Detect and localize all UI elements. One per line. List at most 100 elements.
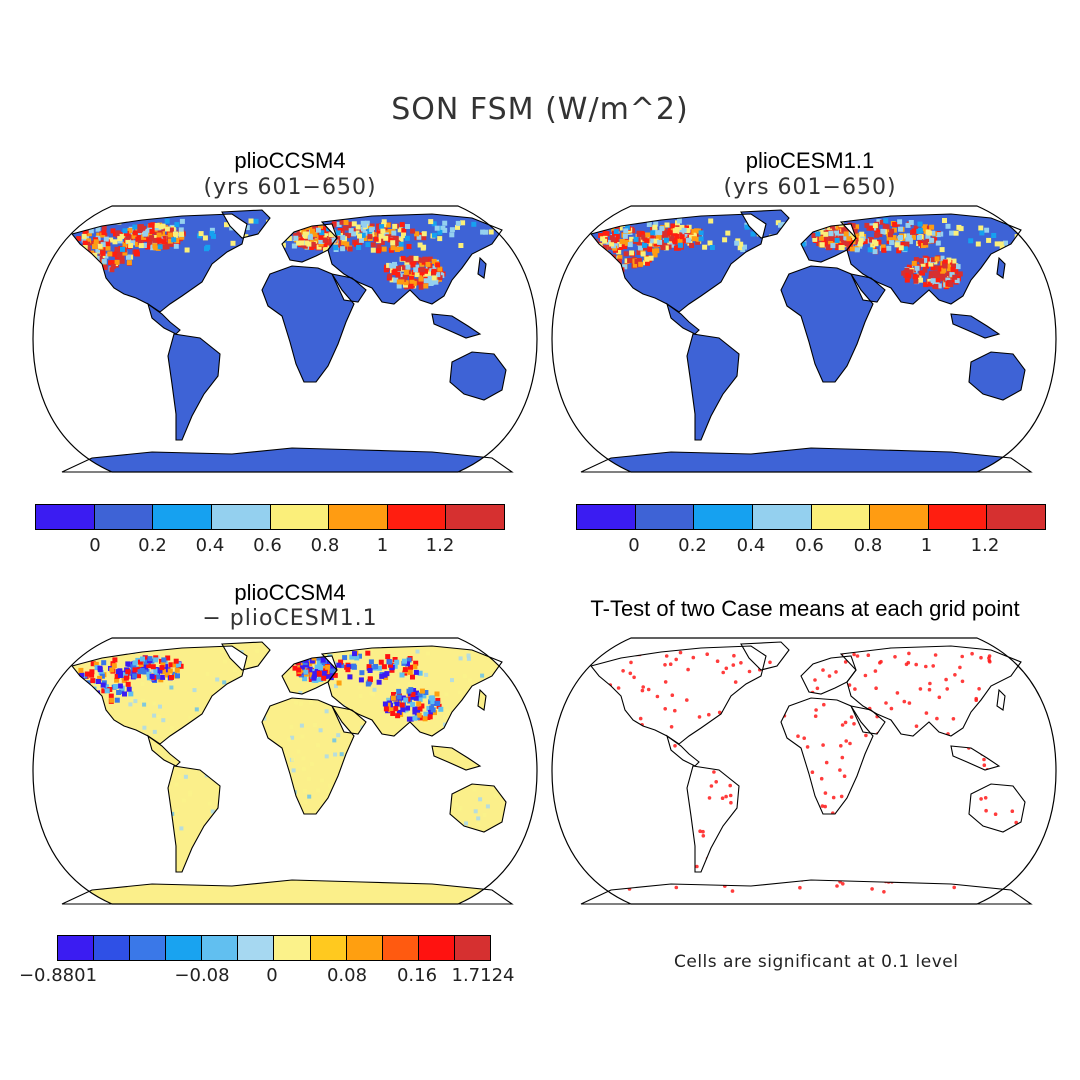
- grid-cell: [358, 237, 364, 243]
- colorbar-tick-label: 0.8: [310, 535, 340, 556]
- grid-cell: [421, 231, 427, 237]
- grid-cell: [846, 236, 852, 242]
- grid-cell: [142, 702, 147, 707]
- grid-cell: [111, 663, 117, 669]
- grid-cell: [442, 714, 447, 719]
- grid-cell: [399, 222, 405, 228]
- significant-cell: [924, 711, 929, 715]
- grid-cell: [307, 777, 312, 781]
- grid-cell: [309, 658, 315, 664]
- grid-cell: [413, 267, 419, 273]
- grid-cell: [672, 239, 678, 245]
- grid-cell: [449, 227, 455, 233]
- coastline-japan: [996, 256, 1006, 279]
- grid-cell: [397, 227, 403, 233]
- grid-cell: [622, 264, 628, 270]
- grid-cell: [894, 222, 900, 227]
- significant-cell: [974, 696, 978, 701]
- grid-cell: [742, 244, 747, 250]
- grid-cell: [922, 257, 928, 263]
- grid-cell: [645, 232, 651, 238]
- grid-cell: [125, 681, 131, 687]
- grid-cell: [880, 228, 886, 234]
- grid-cell: [287, 737, 291, 742]
- grid-cell: [426, 651, 431, 656]
- grid-cell: [114, 673, 120, 679]
- grid-cell: [161, 718, 166, 723]
- grid-cell: [141, 664, 147, 670]
- grid-cell: [419, 688, 425, 694]
- grid-cell: [725, 230, 731, 236]
- coastline-australia: [968, 351, 1026, 401]
- grid-cell: [619, 238, 625, 244]
- grid-cell: [345, 233, 351, 239]
- coastline-asia: [839, 213, 1022, 305]
- coastline-asia: [839, 645, 1022, 737]
- land-arabia: [851, 274, 885, 302]
- grid-cell: [881, 247, 887, 253]
- grid-cell: [125, 661, 131, 667]
- significant-cell: [852, 722, 856, 726]
- grid-cell: [814, 234, 820, 240]
- grid-cell: [95, 226, 101, 232]
- grid-cell: [418, 276, 424, 282]
- grid-cell: [896, 248, 902, 254]
- grid-cell: [164, 218, 170, 224]
- grid-cell: [150, 222, 156, 228]
- land-japan: [478, 690, 486, 710]
- colorbar-3: [57, 935, 491, 961]
- grid-cell: [396, 709, 402, 715]
- grid-cell: [617, 254, 623, 260]
- grid-cell: [800, 241, 806, 247]
- grid-cell: [383, 235, 389, 241]
- grid-cell: [449, 232, 455, 238]
- grid-cell: [648, 255, 654, 261]
- coastline-seasia: [431, 313, 482, 339]
- significant-cell: [813, 678, 817, 682]
- grid-cell: [157, 229, 163, 235]
- grid-cell: [96, 679, 101, 684]
- grid-cell: [367, 668, 373, 673]
- grid-cell: [293, 231, 299, 237]
- grid-cell: [453, 802, 458, 807]
- grid-cell: [316, 244, 322, 250]
- colorbar-swatch: [94, 505, 154, 529]
- grid-cell: [399, 702, 405, 708]
- significant-cell: [747, 669, 752, 674]
- grid-cell: [925, 233, 931, 239]
- grid-cell: [299, 665, 305, 671]
- grid-cell: [244, 225, 250, 231]
- significant-cell: [592, 884, 596, 889]
- grid-cell: [150, 664, 156, 670]
- grid-cell: [638, 261, 644, 267]
- grid-cell: [341, 240, 347, 245]
- grid-cell: [347, 674, 353, 680]
- grid-cell: [365, 242, 371, 248]
- grid-cell: [650, 230, 656, 236]
- grid-cell: [424, 672, 429, 677]
- grid-cell: [112, 231, 118, 237]
- grid-cell: [150, 653, 155, 658]
- grid-cell: [339, 663, 345, 669]
- coastline-australia: [449, 783, 507, 833]
- grid-cell: [135, 657, 141, 663]
- grid-cell: [222, 680, 227, 685]
- colorbar-tick-label: 0.8: [853, 535, 883, 556]
- grid-cell: [97, 675, 103, 681]
- grid-cell: [205, 244, 211, 250]
- significant-cell: [720, 796, 725, 800]
- grid-cell: [100, 250, 106, 256]
- grid-cell: [876, 219, 882, 225]
- grid-cell: [433, 279, 439, 285]
- grid-cell: [862, 238, 868, 244]
- grid-cell: [949, 271, 955, 277]
- grid-cell: [411, 280, 417, 286]
- grid-cell: [632, 262, 638, 268]
- grid-cell: [194, 707, 199, 712]
- grid-cell: [103, 684, 109, 690]
- grid-cell: [312, 224, 318, 230]
- grid-cell: [398, 237, 404, 243]
- significant-cell: [873, 669, 878, 673]
- grid-cell: [173, 243, 179, 249]
- grid-cell: [740, 247, 746, 253]
